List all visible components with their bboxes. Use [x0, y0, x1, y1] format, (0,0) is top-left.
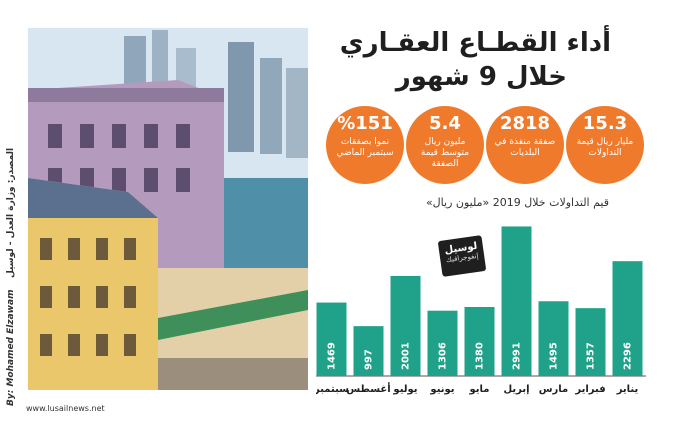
stat-trading-value: 15.3 مليار ريال قيمة التداولات — [566, 106, 644, 184]
chart-title: قيم التداولات خلال 2019 «مليون ريال» — [425, 196, 609, 209]
bar-4 — [464, 307, 495, 376]
stat-label: مليون ريال متوسط قيمة الصفقة — [420, 137, 470, 169]
data-label-1: 1357 — [586, 342, 597, 370]
brand-badge: لوسيل إنفوجرافيك — [437, 235, 487, 277]
data-label-0: 2296 — [623, 342, 634, 370]
stat-value: 5.4 — [429, 113, 461, 134]
data-label-7: 997 — [364, 349, 375, 370]
tick-label-6: يوليو — [392, 384, 417, 395]
stat-september-growth: %151 نموا بصفقات سبتمبر الماضي — [326, 106, 404, 184]
stat-average-deal: 5.4 مليون ريال متوسط قيمة الصفقة — [406, 106, 484, 184]
bar-1 — [575, 308, 606, 376]
stat-label: مليار ريال قيمة التداولات — [576, 137, 634, 158]
credits-column: المصدر: وزارة العدل - لوسيل By: Mohamed … — [4, 118, 24, 408]
bar-2 — [538, 301, 569, 376]
tick-label-7: أغسطس — [346, 382, 390, 395]
stat-label: صفقة منفذة في البلديات — [494, 137, 556, 158]
data-label-4: 1380 — [475, 342, 486, 370]
tick-label-4: مايو — [469, 384, 490, 395]
stat-value: %151 — [337, 113, 393, 134]
building-photo — [28, 28, 308, 390]
stat-value: 15.3 — [582, 113, 628, 134]
bar-5 — [427, 310, 458, 376]
bar-chart: 2296 يناير 1357 فبراير 1495 مارس 2991 إبريل 1380… — [316, 226, 646, 395]
stat-label: نموا بصفقات سبتمبر الماضي — [336, 137, 394, 158]
page-title: أداء القطـاع العقـاري — [339, 28, 611, 58]
data-label-5: 1306 — [438, 342, 449, 370]
bar-8 — [316, 302, 347, 376]
data-label-8: 1469 — [327, 342, 338, 370]
stat-deal-count: 2818 صفقة منفذة في البلديات — [486, 106, 564, 184]
tick-label-3: إبريل — [503, 384, 529, 395]
data-label-6: 2001 — [401, 342, 412, 370]
page-subtitle: خلال 9 شهور — [395, 62, 567, 92]
website-url: www.lusailnews.net — [26, 404, 105, 413]
source-credit: المصدر: وزارة العدل - لوسيل — [6, 147, 16, 278]
tick-label-2: مارس — [539, 384, 569, 395]
bar-7 — [353, 326, 384, 376]
tick-label-5: يونيو — [429, 384, 454, 395]
stat-value: 2818 — [499, 113, 551, 134]
tick-label-8: سبتمبر — [316, 384, 349, 395]
bar-6 — [390, 275, 421, 376]
bar-0 — [612, 261, 643, 376]
tick-label-1: فبراير — [574, 384, 605, 395]
data-label-3: 2991 — [512, 342, 523, 370]
author-credit: By: Mohamed Elzawam — [6, 289, 16, 406]
tick-label-0: يناير — [616, 384, 639, 395]
data-label-2: 1495 — [549, 342, 560, 370]
bar-3 — [501, 226, 532, 376]
